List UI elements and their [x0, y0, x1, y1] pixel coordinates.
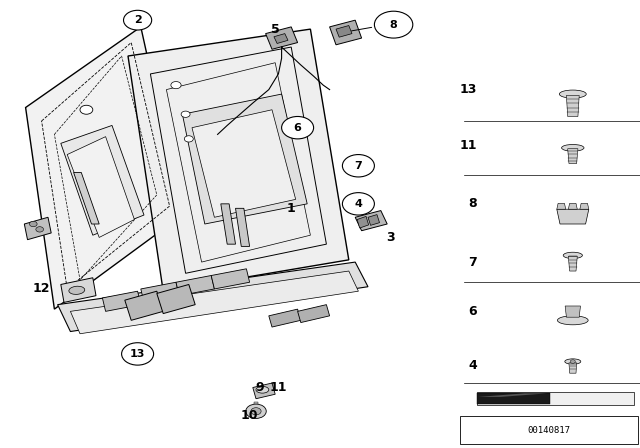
Ellipse shape — [559, 90, 586, 98]
Polygon shape — [568, 256, 577, 271]
Polygon shape — [336, 26, 352, 37]
Text: 3: 3 — [386, 231, 395, 244]
Circle shape — [342, 155, 374, 177]
Circle shape — [246, 404, 266, 418]
Polygon shape — [102, 291, 141, 311]
Polygon shape — [477, 393, 550, 404]
Polygon shape — [211, 269, 250, 289]
Circle shape — [36, 227, 44, 232]
Polygon shape — [274, 34, 288, 43]
Polygon shape — [74, 172, 99, 224]
Circle shape — [80, 105, 93, 114]
Text: 11: 11 — [460, 139, 477, 152]
Bar — [254, 402, 258, 413]
Text: 8: 8 — [390, 20, 397, 30]
Polygon shape — [70, 271, 358, 334]
Text: 7: 7 — [468, 255, 477, 269]
Circle shape — [184, 136, 193, 142]
Polygon shape — [176, 276, 214, 296]
Polygon shape — [478, 393, 547, 397]
Ellipse shape — [256, 386, 269, 393]
Circle shape — [124, 10, 152, 30]
Text: 6: 6 — [468, 305, 477, 318]
Text: 12: 12 — [33, 282, 51, 296]
Polygon shape — [568, 149, 578, 164]
Polygon shape — [128, 29, 349, 291]
Text: 4: 4 — [355, 199, 362, 209]
Circle shape — [251, 408, 261, 415]
Polygon shape — [182, 94, 307, 224]
Text: 4: 4 — [468, 358, 477, 372]
Polygon shape — [355, 211, 387, 231]
Text: 2: 2 — [134, 15, 141, 25]
Text: 6: 6 — [294, 123, 301, 133]
Text: 1: 1 — [287, 202, 296, 215]
Text: 13: 13 — [130, 349, 145, 359]
Polygon shape — [157, 284, 195, 314]
Circle shape — [570, 360, 575, 363]
Polygon shape — [192, 110, 296, 217]
Polygon shape — [61, 278, 96, 302]
Polygon shape — [58, 262, 368, 332]
Text: 8: 8 — [468, 197, 477, 211]
Polygon shape — [569, 363, 577, 373]
Polygon shape — [298, 305, 330, 323]
Polygon shape — [24, 217, 51, 240]
Circle shape — [29, 221, 37, 227]
Polygon shape — [557, 203, 566, 209]
Polygon shape — [566, 95, 579, 116]
Circle shape — [171, 82, 181, 89]
Ellipse shape — [563, 252, 582, 258]
Circle shape — [122, 343, 154, 365]
Polygon shape — [236, 208, 250, 246]
Polygon shape — [221, 204, 236, 244]
Text: 10: 10 — [241, 409, 259, 422]
Polygon shape — [141, 282, 179, 302]
Polygon shape — [125, 291, 163, 320]
Polygon shape — [580, 203, 589, 209]
Polygon shape — [266, 27, 298, 49]
Polygon shape — [568, 203, 577, 209]
Ellipse shape — [69, 286, 84, 294]
Polygon shape — [557, 209, 589, 224]
Text: 5: 5 — [271, 22, 280, 36]
Circle shape — [342, 193, 374, 215]
Polygon shape — [61, 125, 144, 235]
Polygon shape — [368, 215, 380, 225]
Ellipse shape — [562, 144, 584, 151]
Ellipse shape — [557, 316, 588, 325]
Text: 00140817: 00140817 — [527, 426, 570, 435]
Polygon shape — [330, 20, 362, 45]
Circle shape — [282, 116, 314, 139]
Circle shape — [374, 11, 413, 38]
Text: 11: 11 — [269, 381, 287, 394]
Text: 9: 9 — [255, 381, 264, 394]
Circle shape — [181, 111, 190, 117]
Ellipse shape — [564, 359, 581, 364]
Polygon shape — [67, 137, 134, 237]
Text: 13: 13 — [460, 83, 477, 96]
Text: 7: 7 — [355, 161, 362, 171]
Polygon shape — [253, 383, 275, 399]
Polygon shape — [565, 306, 580, 317]
Polygon shape — [357, 216, 369, 228]
Polygon shape — [269, 309, 301, 327]
FancyBboxPatch shape — [460, 416, 638, 444]
Polygon shape — [477, 392, 634, 405]
Polygon shape — [26, 27, 182, 309]
